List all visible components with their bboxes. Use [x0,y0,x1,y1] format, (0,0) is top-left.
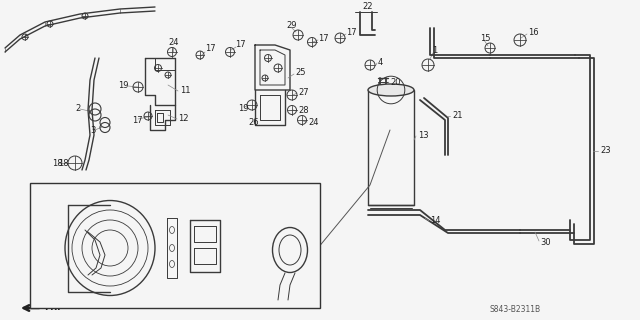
Text: 14: 14 [430,215,440,225]
Text: 17: 17 [318,34,328,43]
Text: 12: 12 [178,114,189,123]
Text: 26: 26 [248,117,259,126]
Text: 19: 19 [118,81,129,90]
Text: 6: 6 [222,213,227,222]
Text: 16: 16 [528,28,539,36]
Text: 2: 2 [75,103,80,113]
Text: 15: 15 [480,34,490,43]
Text: 25: 25 [295,68,305,76]
Text: 3: 3 [90,125,95,134]
Text: 7: 7 [185,204,190,212]
Text: 21: 21 [452,110,463,119]
Ellipse shape [368,84,414,96]
Text: 17: 17 [346,28,356,36]
Text: S843-B2311B: S843-B2311B [490,306,541,315]
Text: 30: 30 [540,237,550,246]
Text: 28: 28 [298,106,308,115]
Text: 24: 24 [308,117,319,126]
Text: 22: 22 [363,2,373,11]
Text: 17: 17 [235,39,246,49]
Text: 20: 20 [390,77,401,86]
Text: 18: 18 [58,158,68,167]
Text: 13: 13 [418,131,429,140]
Text: 11: 11 [180,85,191,94]
Text: 7: 7 [185,274,190,283]
Text: 7: 7 [232,213,237,222]
Bar [368,90,414,205]
Text: FR.: FR. [44,303,61,313]
Text: 27: 27 [298,87,308,97]
Text: 19: 19 [238,103,248,113]
Text: 5: 5 [38,244,44,252]
Text: 9: 9 [258,188,263,197]
Text: 17: 17 [205,44,216,52]
Text: 24: 24 [168,37,179,46]
Text: 17: 17 [132,116,143,124]
Text: 8: 8 [157,209,163,218]
Text: 7: 7 [232,274,237,283]
Bar [30,183,320,308]
Text: 18: 18 [52,158,63,167]
Text: 1: 1 [432,45,437,54]
Text: 23: 23 [600,146,611,155]
Text: 10: 10 [305,244,316,252]
Text: 4: 4 [378,58,383,67]
Text: 29: 29 [286,20,296,29]
